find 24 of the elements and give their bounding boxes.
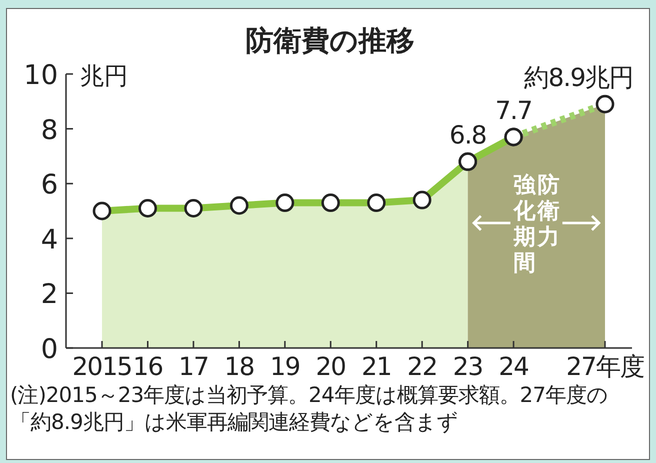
x-tick-label: 20 [316,352,346,381]
y-tick-label: 2 [40,279,58,310]
y-tick-label: 4 [40,224,58,256]
x-tick-label: 24 [498,352,529,381]
x-tick-label: 21 [361,352,392,381]
x-tick-label: 18 [224,352,254,381]
data-label: 6.8 [449,120,486,150]
y-tick-label: 10 [24,60,58,91]
x-tick-label: 22 [407,352,437,381]
y-tick-label: 8 [40,114,58,146]
y-axis-title: 兆円 [80,62,128,90]
x-tick-label: 16 [132,352,163,381]
y-tick-label: 6 [40,170,58,201]
text: 防衛力強化期間 [513,173,560,276]
data-label: 約8.9兆円 [524,63,633,92]
x-tick-label: 19 [270,352,300,381]
y-tick-label: 0 [40,334,58,365]
chart-title: 防衛費の推移 [246,24,414,57]
x-tick-label: 2015 [72,352,132,381]
x-tick-label: 23 [452,352,483,381]
x-tick-label: 17 [178,352,208,381]
x-tick-label: 27年度 [566,352,644,381]
text: (注)2015～23年度は当初予算。24年度は概算要求額。27年度の「約8.9兆円」は米軍再編関連経費などを含まず [10,382,609,436]
data-label: 7.7 [495,96,532,126]
